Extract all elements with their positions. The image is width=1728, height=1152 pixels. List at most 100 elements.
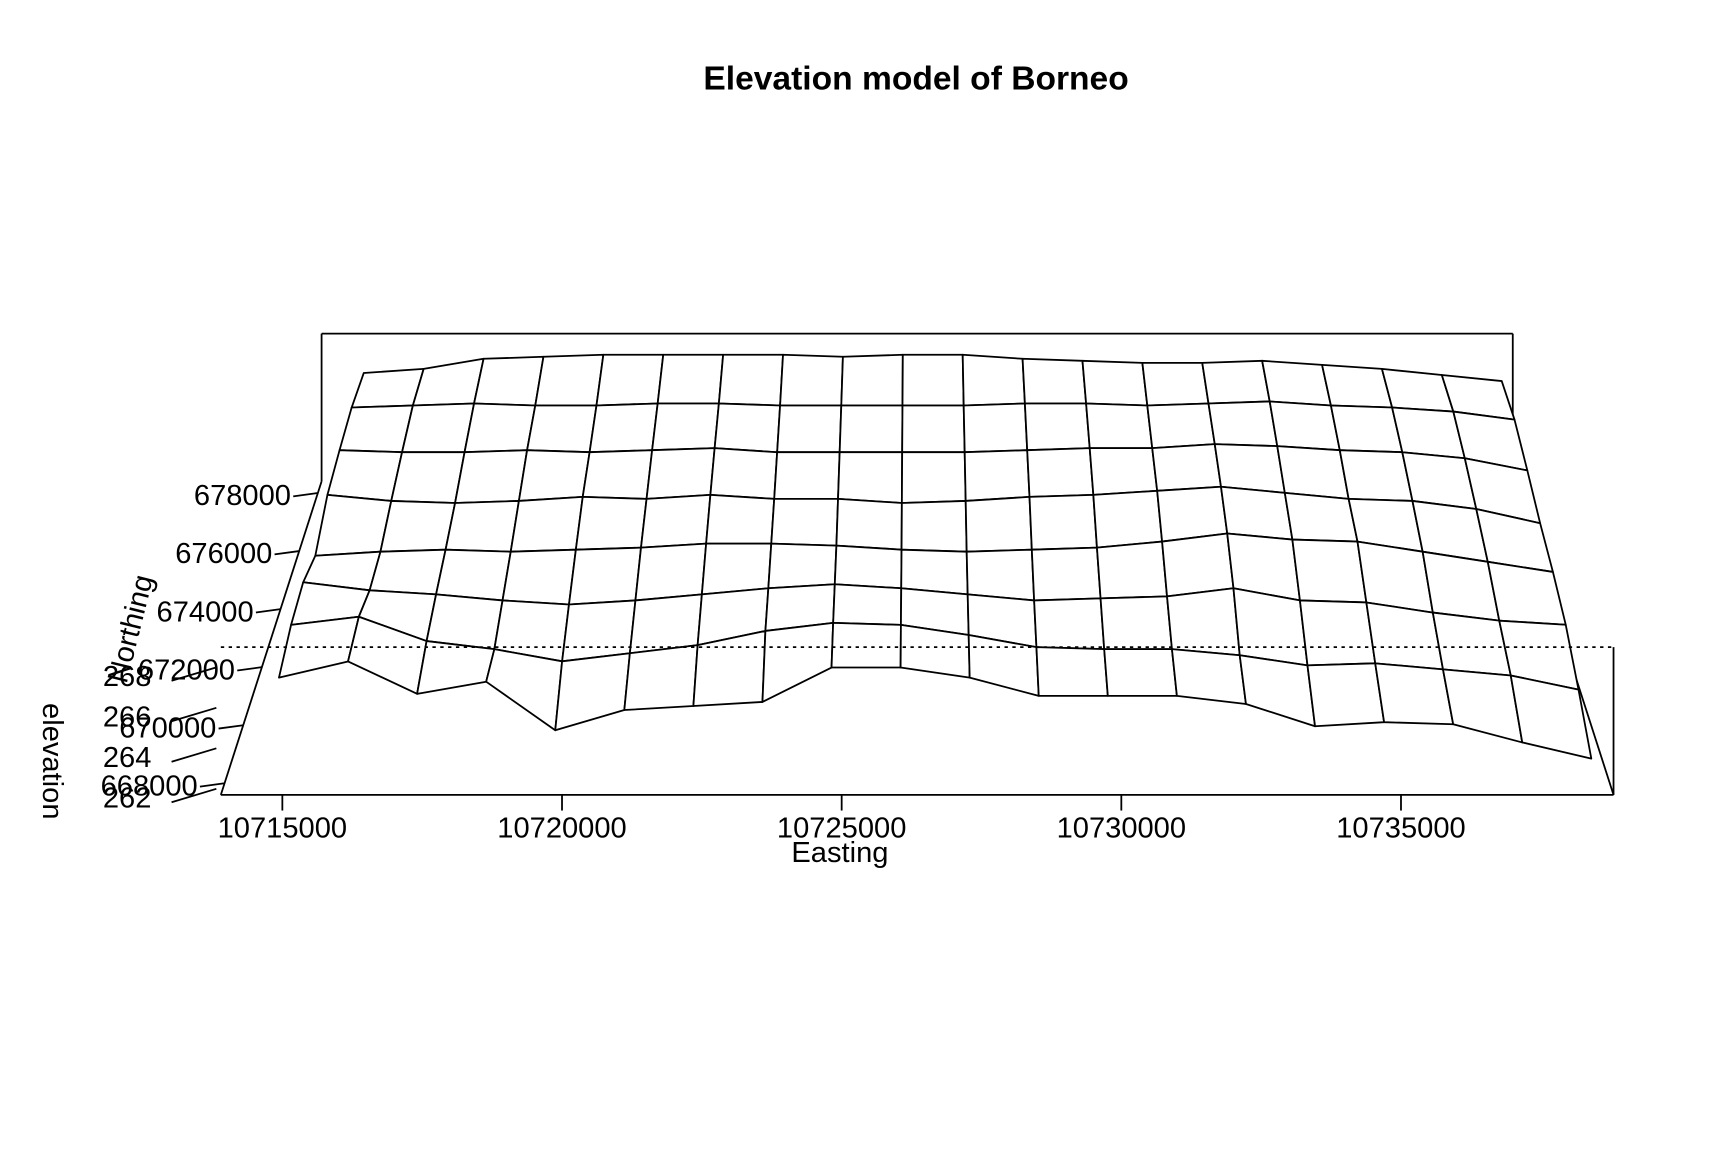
- surface-cell: [709, 447, 779, 500]
- surface-cell: [1033, 597, 1106, 651]
- surface-cell: [634, 542, 708, 602]
- surface-cell: [1283, 491, 1359, 543]
- surface-cell: [435, 548, 512, 602]
- surface-cell: [773, 451, 841, 500]
- y-tick-label: 668000: [101, 770, 198, 802]
- y-tick: [255, 608, 281, 614]
- surface-cell: [1232, 587, 1309, 667]
- surface-cell: [962, 402, 1029, 454]
- y-tick: [199, 782, 225, 788]
- y-tick: [274, 550, 300, 556]
- x-tick-label: 10735000: [1336, 812, 1465, 844]
- surface-cell: [1268, 400, 1341, 452]
- surface-cell: [1024, 402, 1091, 452]
- surface-cell: [463, 402, 537, 454]
- surface-cell: [779, 353, 844, 407]
- surface-cell: [338, 404, 414, 454]
- surface-cell: [1166, 587, 1241, 657]
- surface-cell: [1338, 449, 1414, 502]
- surface-cell: [1085, 402, 1154, 450]
- surface-cell: [1088, 447, 1159, 496]
- y-tick: [293, 492, 318, 498]
- surface-cell: [1141, 361, 1210, 407]
- surface-cell: [832, 583, 903, 626]
- z-axis-title: elevation: [36, 703, 68, 819]
- surface-cell: [705, 493, 776, 545]
- surface-cell: [390, 451, 466, 504]
- surface-cell: [623, 644, 699, 711]
- x-tick-label: 10725000: [777, 812, 906, 844]
- surface-cell: [454, 449, 528, 504]
- surface-cell: [509, 495, 584, 553]
- surface-cell: [833, 544, 903, 590]
- surface-cell: [1081, 359, 1149, 407]
- x-tick-label: 10715000: [218, 812, 347, 844]
- surface-cell: [526, 404, 598, 454]
- surface-cell: [1103, 648, 1178, 697]
- surface-cell: [1291, 538, 1368, 604]
- surface-cell: [473, 355, 545, 407]
- surface-cell: [595, 353, 665, 407]
- surface-cell: [1028, 493, 1098, 551]
- z-tick-label: 262: [103, 783, 152, 815]
- surface-cell: [1026, 447, 1095, 498]
- surface-cell: [1374, 662, 1455, 726]
- z-tick: [171, 747, 217, 763]
- surface-cell: [840, 353, 904, 407]
- x-tick-label: 10720000: [497, 812, 626, 844]
- z-tick-label: 268: [103, 661, 152, 693]
- surface-cell: [501, 548, 577, 606]
- surface-cell: [900, 451, 967, 504]
- z-tick-label: 266: [103, 702, 152, 734]
- surface-cell: [717, 353, 784, 407]
- surface-cell: [1299, 599, 1377, 667]
- surface-cell: [899, 623, 971, 679]
- surface-cell: [961, 353, 1026, 407]
- surface-cell: [1306, 662, 1385, 728]
- surface-cell: [368, 548, 447, 596]
- surface-cell: [776, 404, 843, 454]
- surface-cell: [326, 449, 403, 502]
- surface-cell: [561, 599, 637, 663]
- x-tick-label: 10730000: [1057, 812, 1186, 844]
- surface-cell: [1321, 363, 1394, 409]
- surface-cell: [588, 402, 659, 454]
- surface-cell: [830, 621, 902, 669]
- surface-cell: [1096, 540, 1168, 600]
- surface-cell: [1161, 532, 1235, 598]
- surface-cell: [1276, 445, 1350, 500]
- surface-cell: [900, 500, 968, 553]
- surface-cell: [628, 593, 703, 655]
- surface-cell: [581, 449, 654, 500]
- surface-cell: [379, 500, 456, 553]
- box-edge: [219, 481, 323, 796]
- surface-cell: [656, 353, 725, 405]
- surface-cell: [568, 546, 642, 606]
- chart-title: Elevation model of Borneo: [703, 60, 1128, 97]
- surface-cell: [1213, 443, 1286, 494]
- surface-cell: [767, 542, 838, 590]
- surface-cell: [1151, 443, 1222, 492]
- surface-cell: [1021, 357, 1087, 405]
- surface-cell: [1092, 489, 1163, 549]
- surface-cell: [518, 449, 591, 502]
- y-tick-label: 674000: [157, 596, 254, 628]
- surface-cell: [640, 493, 712, 549]
- surface-cell: [574, 495, 648, 551]
- x-axis-title: Easting: [791, 837, 888, 869]
- surface-cell: [1365, 601, 1444, 671]
- surface-cell: [1220, 485, 1294, 541]
- surface-cell: [645, 447, 716, 500]
- z-tick: [171, 706, 217, 723]
- surface-cell: [965, 548, 1036, 602]
- y-tick-label: 676000: [175, 538, 272, 570]
- surface-cell: [1030, 546, 1102, 602]
- y-tick: [218, 724, 244, 730]
- surface-cell: [838, 404, 904, 454]
- surface-cell: [1146, 402, 1216, 450]
- surface-cell: [1261, 359, 1332, 407]
- surface-cell: [314, 493, 393, 557]
- surface-cell: [401, 402, 475, 454]
- z-tick-label: 264: [103, 742, 152, 774]
